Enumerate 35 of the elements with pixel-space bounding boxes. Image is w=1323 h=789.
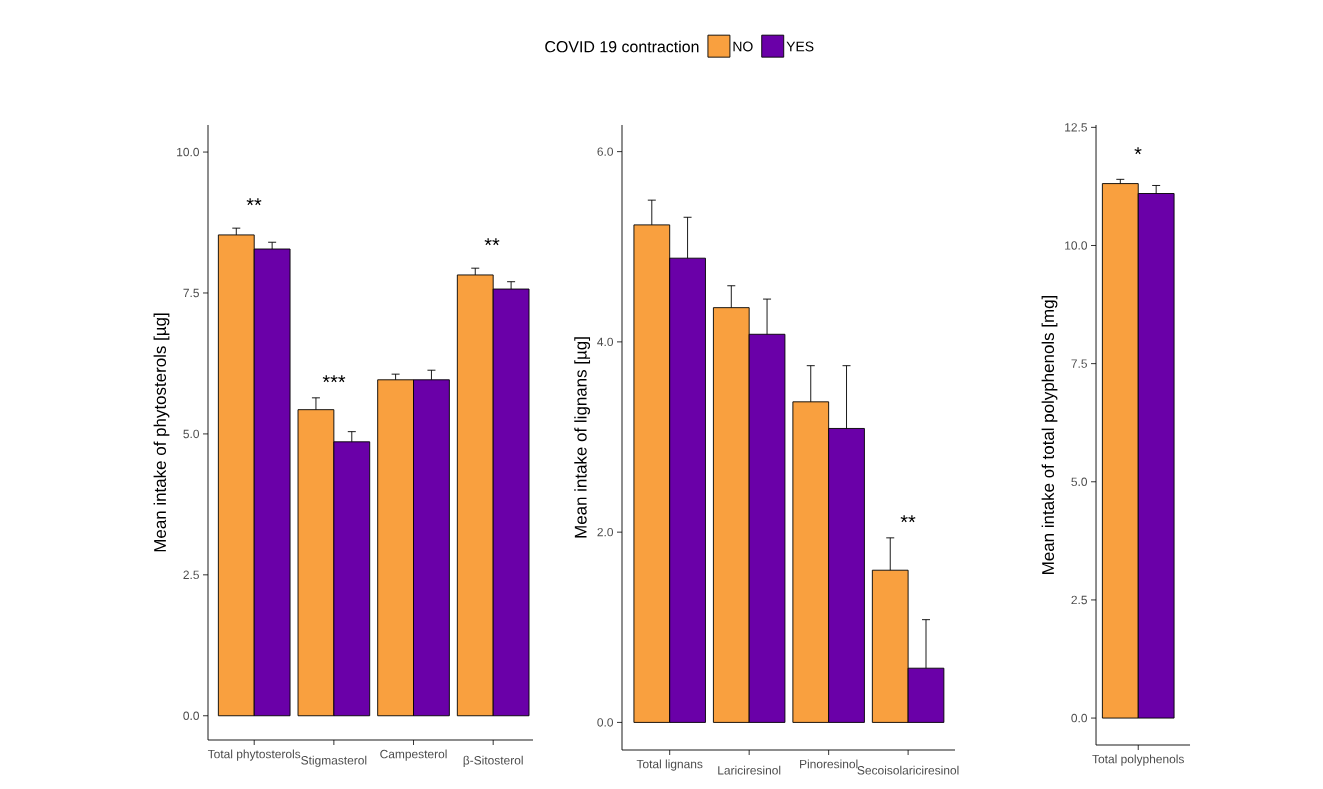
y-tick-label: 5.0 xyxy=(183,429,200,439)
x-tick-label: Pinoresinol xyxy=(800,759,858,769)
legend-title: COVID 19 contraction xyxy=(545,40,699,53)
y-tick-label: 5.0 xyxy=(1071,477,1088,486)
y-axis-title: Mean intake of total polyphenols [mg] xyxy=(1041,295,1058,574)
y-axis-title: Mean intake of phytosterols [µg] xyxy=(153,313,170,552)
y-tick-label: 2.5 xyxy=(1071,595,1087,605)
y-tick-label: 0.0 xyxy=(183,711,200,720)
annotation: *** xyxy=(322,375,346,383)
annotation: ** xyxy=(246,198,262,206)
y-tick-label: 2.0 xyxy=(597,527,614,537)
annotation: ** xyxy=(900,515,916,523)
x-tick-label: Campesterol xyxy=(380,749,447,761)
y-tick-label: 4.0 xyxy=(597,337,614,347)
x-tick-label: β-Sitosterol xyxy=(463,755,523,767)
y-tick-label: 7.5 xyxy=(183,288,199,298)
x-tick-label: Lariciresinol xyxy=(718,765,781,775)
y-tick-label: 0.0 xyxy=(597,718,614,727)
y-tick-label: 7.5 xyxy=(1071,359,1087,368)
x-tick-label: Total lignans xyxy=(636,759,703,771)
y-tick-label: 12.5 xyxy=(1065,123,1087,132)
legend-label: YES xyxy=(786,41,814,52)
x-tick-label: Stigmasterol xyxy=(301,755,367,767)
legend-label: NO xyxy=(733,41,753,52)
y-tick-label: 2.5 xyxy=(183,570,199,580)
y-tick-label: 10.0 xyxy=(1065,241,1088,250)
y-tick-label: 0.0 xyxy=(1071,713,1088,723)
x-tick-label: Secoisolariciresinol xyxy=(857,765,959,775)
x-tick-label: Total phytosterols xyxy=(207,749,301,761)
annotation: * xyxy=(1134,147,1142,155)
x-tick-label: Total polyphenols xyxy=(1092,754,1184,766)
y-axis-title: Mean intake of lignans [µg] xyxy=(574,337,591,538)
y-tick-label: 6.0 xyxy=(597,147,614,156)
annotation: ** xyxy=(484,238,500,246)
y-tick-label: 10.0 xyxy=(177,147,200,157)
